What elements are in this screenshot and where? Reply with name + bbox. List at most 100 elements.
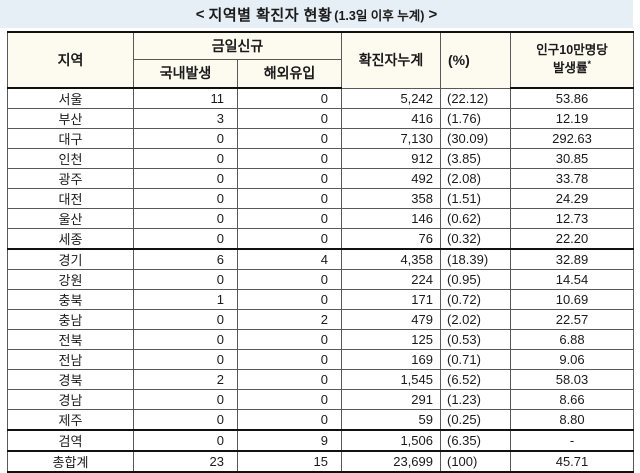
cell-region-name: 충남	[7, 309, 134, 330]
cell-incidence-rate: 53.86	[510, 87, 634, 109]
cell-region-name: 전남	[7, 349, 134, 370]
incidence-footnote-mark: *	[587, 58, 592, 69]
cell-imported-new: 0	[237, 128, 342, 149]
cell-region-name: 제주	[7, 409, 134, 431]
regional-cases-table: 지역 금일신규 확진자누계 (%) 인구10만명당 발생률* 국내발생 해외유입…	[7, 31, 634, 473]
cell-imported-new: 0	[237, 349, 342, 370]
cell-incidence-rate: 22.57	[510, 309, 634, 330]
cell-percent-share: (2.08)	[440, 168, 511, 189]
cell-cumulative-cases: 358	[341, 188, 441, 209]
cell-imported-new: 0	[237, 188, 342, 209]
cell-domestic-new: 1	[133, 289, 238, 310]
cell-incidence-rate: 45.71	[510, 450, 634, 473]
cell-percent-share: (0.72)	[440, 289, 511, 310]
table-title-band: < 지역별 확진자 현황 (1.3일 이후 누계) >	[0, 0, 633, 28]
cell-cumulative-cases: 1,506	[341, 429, 441, 452]
cell-imported-new: 0	[237, 148, 342, 169]
header-region: 지역	[7, 31, 134, 89]
cell-region-name: 경북	[7, 369, 134, 390]
cell-percent-share: (0.53)	[440, 329, 511, 350]
cell-percent-share: (22.12)	[440, 87, 511, 109]
cell-imported-new: 0	[237, 329, 342, 350]
cell-imported-new: 0	[237, 289, 342, 310]
cell-incidence-rate: 10.69	[510, 289, 634, 310]
table-row: 강원 0 0 224 (0.95) 14.54	[7, 269, 634, 290]
cell-imported-new: 15	[237, 450, 342, 473]
table-row: 대구 0 0 7,130 (30.09) 292.63	[7, 128, 634, 149]
cell-cumulative-cases: 1,545	[341, 369, 441, 390]
cell-region-name: 대구	[7, 128, 134, 149]
cell-domestic-new: 0	[133, 188, 238, 209]
cell-incidence-rate: 30.85	[510, 148, 634, 169]
table-row: 광주 0 0 492 (2.08) 33.78	[7, 168, 634, 189]
cell-cumulative-cases: 912	[341, 148, 441, 169]
cell-incidence-rate: 32.89	[510, 248, 634, 270]
cell-domestic-new: 11	[133, 87, 238, 109]
cell-imported-new: 0	[237, 389, 342, 410]
page-title: 지역별 확진자 현황	[208, 6, 333, 24]
cell-cumulative-cases: 169	[341, 349, 441, 370]
cell-cumulative-cases: 76	[341, 228, 441, 250]
cell-incidence-rate: 12.73	[510, 208, 634, 229]
cell-domestic-new: 0	[133, 168, 238, 189]
table-row: 검역 0 9 1,506 (6.35) -	[7, 429, 634, 452]
cell-region-name: 서울	[7, 87, 134, 109]
cell-percent-share: (3.85)	[440, 148, 511, 169]
cell-region-name: 부산	[7, 108, 134, 129]
cell-cumulative-cases: 125	[341, 329, 441, 350]
cell-region-name: 충북	[7, 289, 134, 310]
cell-domestic-new: 6	[133, 248, 238, 270]
table-row: 세종 0 0 76 (0.32) 22.20	[7, 228, 634, 250]
header-incidence-line1: 인구10만명당	[536, 43, 608, 58]
cell-incidence-rate: 8.66	[510, 389, 634, 410]
cell-cumulative-cases: 59	[341, 409, 441, 431]
cell-imported-new: 0	[237, 87, 342, 109]
header-incidence-line2: 발생률	[552, 61, 588, 76]
cell-incidence-rate: 58.03	[510, 369, 634, 390]
header-imported: 해외유입	[237, 58, 342, 89]
table-row: 충남 0 2 479 (2.02) 22.57	[7, 309, 634, 330]
table-row: 경기 6 4 4,358 (18.39) 32.89	[7, 248, 634, 270]
cell-cumulative-cases: 479	[341, 309, 441, 330]
cell-domestic-new: 0	[133, 349, 238, 370]
cell-region-name: 울산	[7, 208, 134, 229]
cell-imported-new: 0	[237, 108, 342, 129]
cell-cumulative-cases: 416	[341, 108, 441, 129]
table-row: 전남 0 0 169 (0.71) 9.06	[7, 349, 634, 370]
cell-percent-share: (18.39)	[440, 248, 511, 270]
cell-incidence-rate: -	[510, 429, 634, 452]
cell-cumulative-cases: 5,242	[341, 87, 441, 109]
cell-imported-new: 0	[237, 168, 342, 189]
cell-domestic-new: 0	[133, 228, 238, 250]
cell-imported-new: 4	[237, 248, 342, 270]
cell-domestic-new: 2	[133, 369, 238, 390]
cell-incidence-rate: 12.19	[510, 108, 634, 129]
table-row: 전북 0 0 125 (0.53) 6.88	[7, 329, 634, 350]
cell-region-name: 경남	[7, 389, 134, 410]
cell-imported-new: 2	[237, 309, 342, 330]
cell-region-name: 대전	[7, 188, 134, 209]
table-row: 충북 1 0 171 (0.72) 10.69	[7, 289, 634, 310]
cell-domestic-new: 0	[133, 389, 238, 410]
cell-domestic-new: 0	[133, 128, 238, 149]
cell-percent-share: (1.76)	[440, 108, 511, 129]
cell-domestic-new: 0	[133, 429, 238, 452]
table-row: 대전 0 0 358 (1.51) 24.29	[7, 188, 634, 209]
cell-imported-new: 0	[237, 369, 342, 390]
table-row: 제주 0 0 59 (0.25) 8.80	[7, 409, 634, 431]
cell-incidence-rate: 14.54	[510, 269, 634, 290]
cell-region-name: 총합계	[7, 450, 134, 473]
cell-domestic-new: 3	[133, 108, 238, 129]
cell-domestic-new: 0	[133, 409, 238, 431]
cell-region-name: 인천	[7, 148, 134, 169]
cell-region-name: 세종	[7, 228, 134, 250]
cell-percent-share: (2.02)	[440, 309, 511, 330]
table-row: 서울 11 0 5,242 (22.12) 53.86	[7, 87, 634, 109]
cell-imported-new: 0	[237, 409, 342, 431]
cell-incidence-rate: 24.29	[510, 188, 634, 209]
cell-incidence-rate: 6.88	[510, 329, 634, 350]
cell-percent-share: (0.62)	[440, 208, 511, 229]
cell-percent-share: (0.25)	[440, 409, 511, 431]
cell-imported-new: 0	[237, 269, 342, 290]
cell-incidence-rate: 33.78	[510, 168, 634, 189]
